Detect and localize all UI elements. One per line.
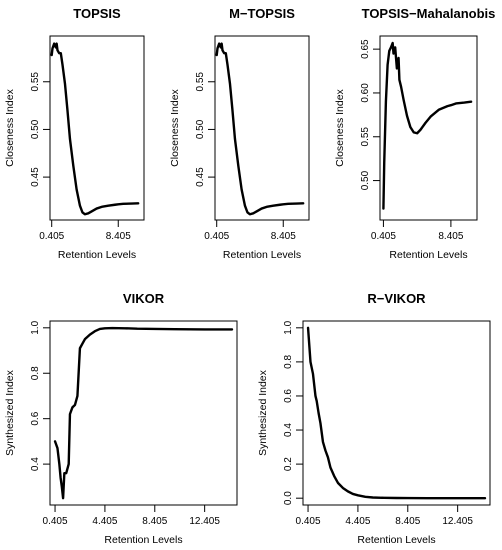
- panel-1: TOPSIS 0.405 8.405 0.45 0.50 0.55 Retention Le…: [4, 6, 145, 261]
- x-tick-label: 8.405: [106, 231, 131, 242]
- y-tick-label: 1.0: [283, 320, 294, 334]
- panel-title: TOPSIS−Mahalanobis: [362, 6, 496, 21]
- x-tick-label: 8.405: [271, 231, 296, 242]
- y-tick-label: 0.8: [283, 355, 294, 369]
- plot-frame: [302, 320, 491, 506]
- y-tick-label: 0.55: [360, 127, 371, 147]
- x-tick-label: 0.405: [39, 231, 64, 242]
- plot-frame: [214, 35, 310, 221]
- x-axis-label: Retention Levels: [223, 249, 301, 261]
- y-tick-label: 0.60: [360, 83, 371, 103]
- series-line: [50, 42, 140, 216]
- x-tick-label: 0.405: [204, 231, 229, 242]
- x-tick-label: 12.405: [189, 516, 220, 527]
- y-tick-label: 0.6: [30, 411, 41, 425]
- y-axis-label: Synthesized Index: [4, 369, 16, 456]
- y-axis-label: Closeness Index: [169, 88, 181, 166]
- series-line: [53, 326, 234, 500]
- x-tick-label: 8.405: [395, 516, 420, 527]
- y-tick-label: 0.50: [360, 170, 371, 190]
- x-tick-label: 8.405: [142, 516, 167, 527]
- y-tick-label: 0.4: [283, 423, 294, 437]
- y-tick-label: 0.55: [30, 72, 41, 92]
- panel-3: TOPSIS−Mahalanobis 0.405 8.405 0.50 0.55 0.60…: [334, 6, 495, 261]
- x-tick-label: 12.405: [442, 516, 473, 527]
- x-axis-label: Retention Levels: [357, 534, 435, 546]
- x-tick-label: 0.405: [43, 516, 68, 527]
- y-tick-label: 0.0: [283, 491, 294, 505]
- y-tick-label: 0.65: [360, 39, 371, 59]
- plot-frame: [379, 35, 478, 221]
- y-tick-label: 0.2: [283, 457, 294, 471]
- y-tick-label: 0.45: [30, 167, 41, 187]
- y-tick-label: 0.50: [195, 119, 206, 139]
- plot-frame: [49, 320, 238, 506]
- series-line: [306, 326, 487, 500]
- y-tick-label: 1.0: [30, 320, 41, 334]
- series-line: [382, 41, 473, 210]
- x-axis-label: Retention Levels: [104, 534, 182, 546]
- panel-title: R−VIKOR: [367, 291, 426, 306]
- y-tick-label: 0.50: [30, 119, 41, 139]
- y-tick-label: 0.8: [30, 366, 41, 380]
- x-tick-label: 0.405: [371, 231, 396, 242]
- panel-title: TOPSIS: [73, 6, 121, 21]
- x-tick-label: 8.405: [438, 231, 463, 242]
- panel-4: VIKOR 0.405 4.405 8.405 12.405 0.4 0.6 0.8 1.0 Re…: [4, 291, 238, 546]
- y-axis-label: Closeness Index: [334, 88, 346, 166]
- panel-2: M−TOPSIS 0.405 8.405 0.45 0.50 0.55 Retention …: [169, 6, 310, 261]
- y-tick-label: 0.45: [195, 167, 206, 187]
- x-tick-label: 0.405: [296, 516, 321, 527]
- panel-5: R−VIKOR 0.405 4.405 8.405 12.405 0.0 0.2 0.4 0.6…: [257, 291, 491, 546]
- y-axis-label: Closeness Index: [4, 88, 16, 166]
- y-tick-label: 0.6: [283, 389, 294, 403]
- series-line: [215, 42, 305, 216]
- panel-title: VIKOR: [123, 291, 165, 306]
- plot-frame: [49, 35, 145, 221]
- x-tick-label: 4.405: [345, 516, 370, 527]
- y-tick-label: 0.4: [30, 457, 41, 471]
- x-axis-label: Retention Levels: [58, 249, 136, 261]
- panel-title: M−TOPSIS: [229, 6, 295, 21]
- x-axis-label: Retention Levels: [389, 249, 467, 261]
- y-axis-label: Synthesized Index: [257, 369, 269, 456]
- y-tick-label: 0.55: [195, 72, 206, 92]
- x-tick-label: 4.405: [92, 516, 117, 527]
